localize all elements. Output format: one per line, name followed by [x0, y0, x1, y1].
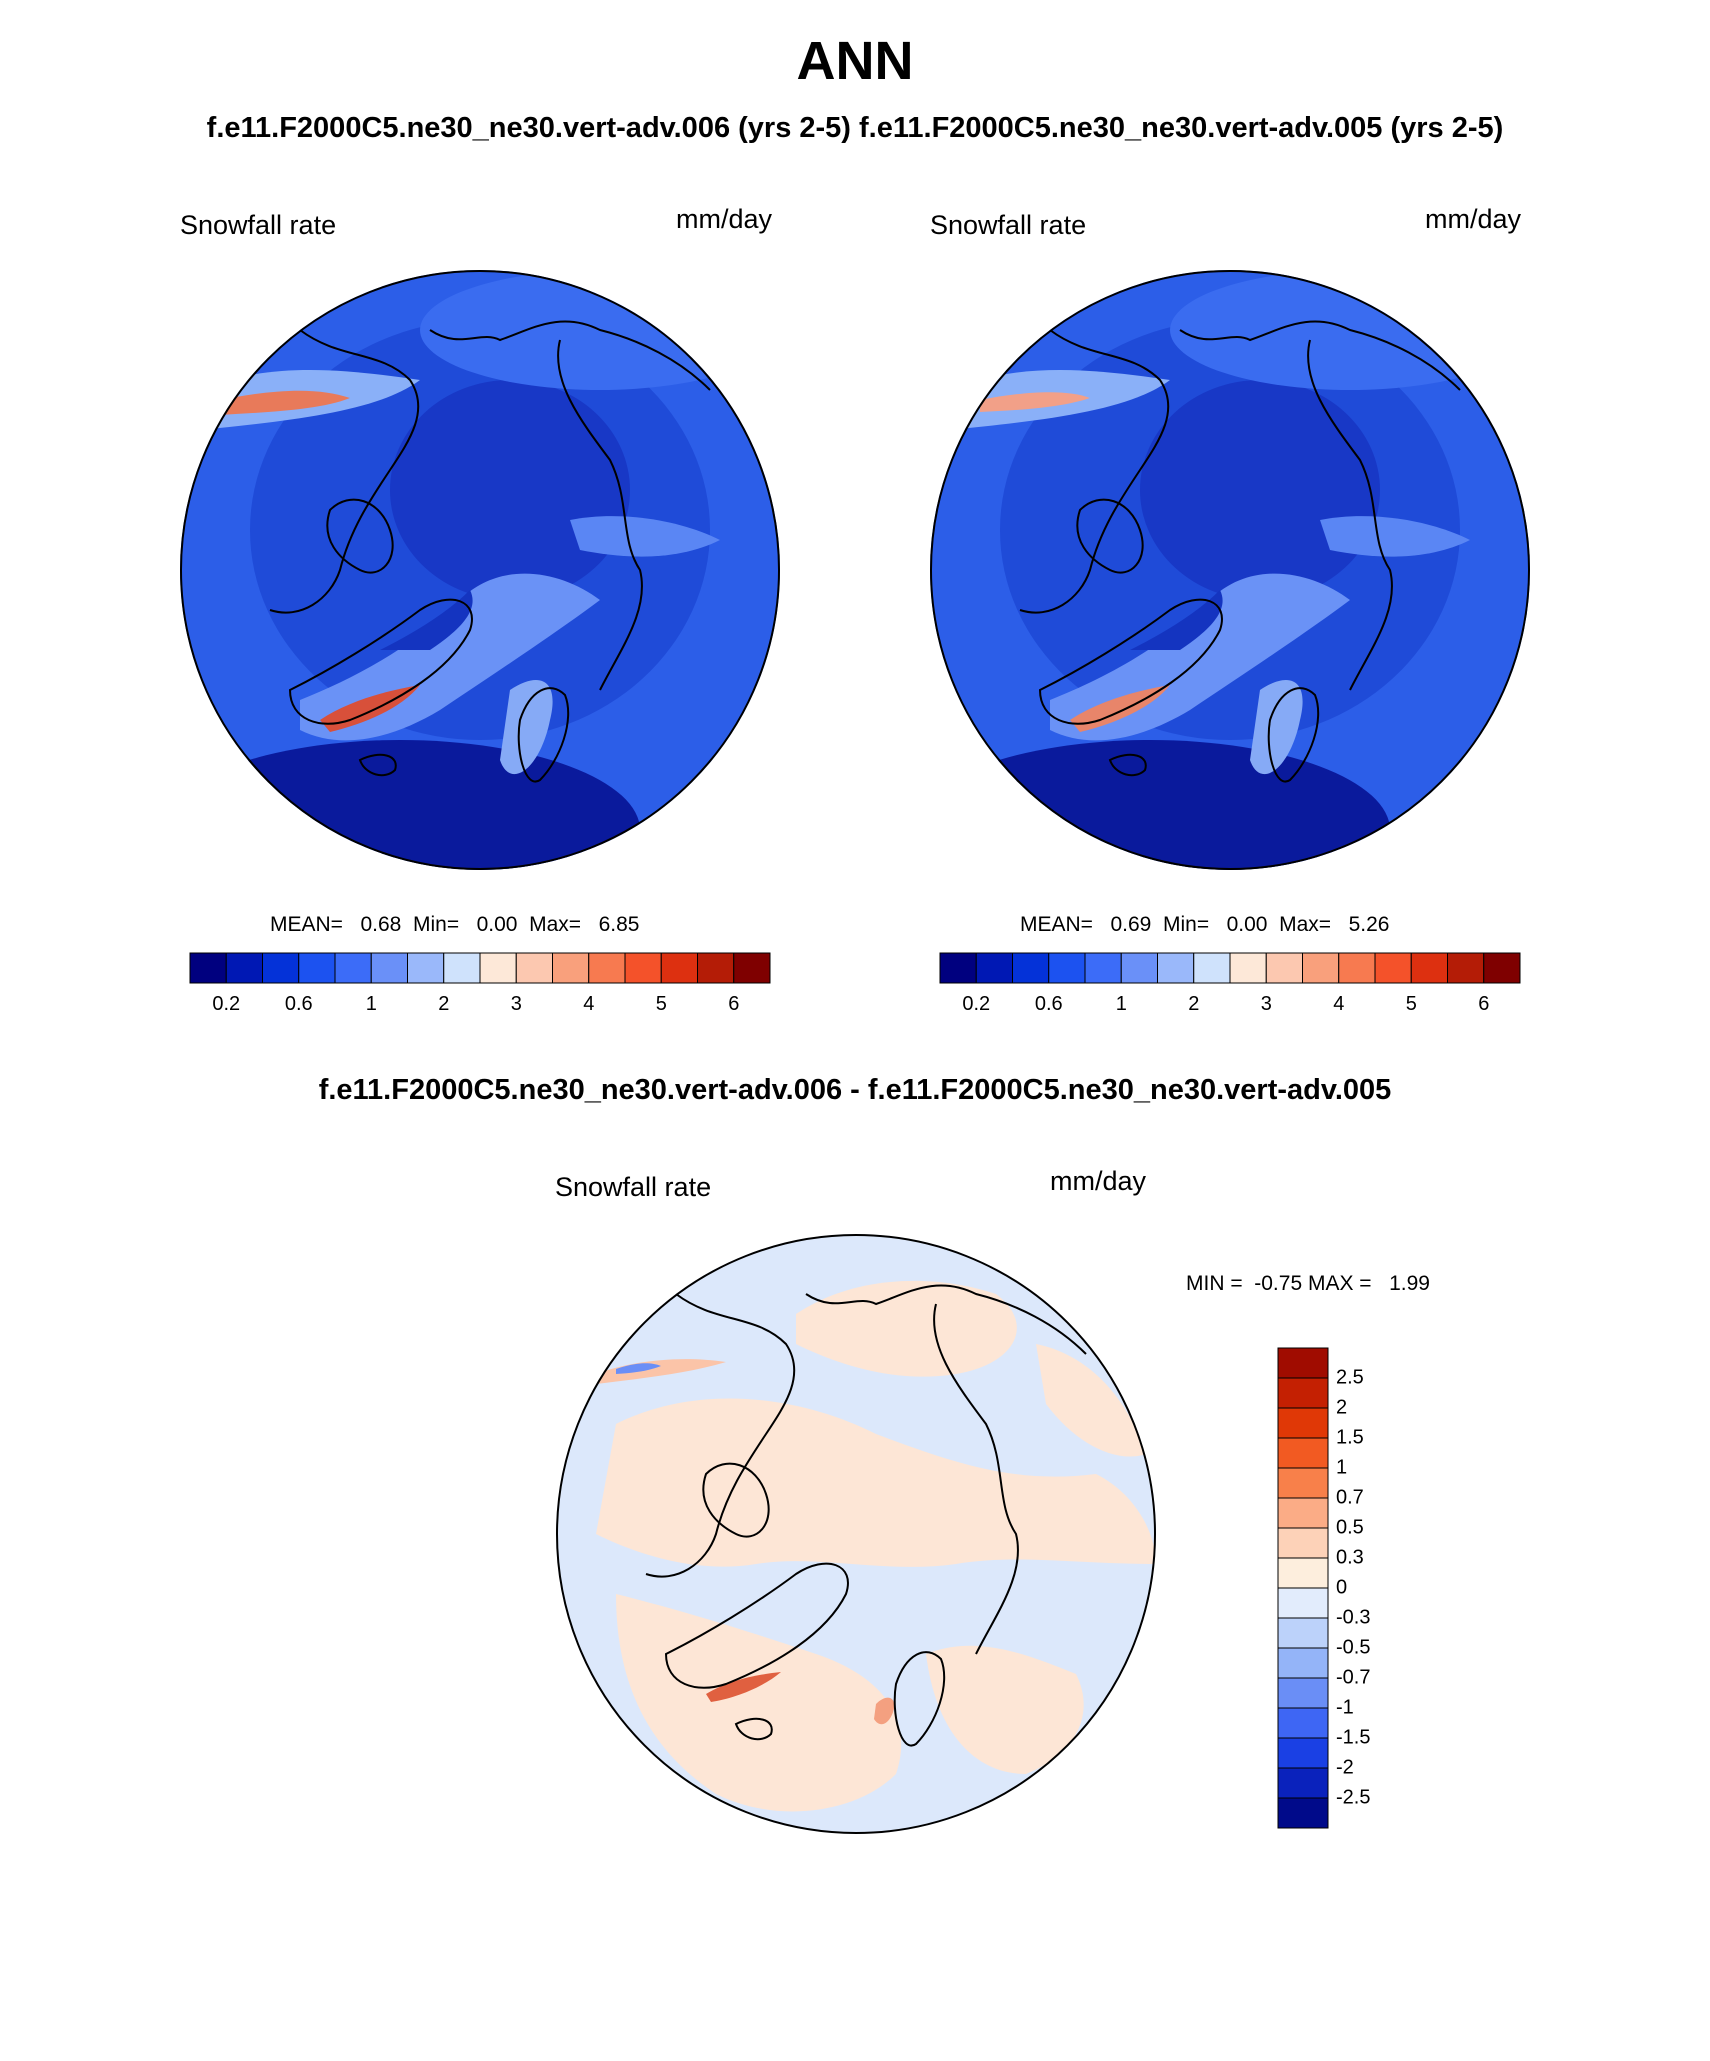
colorbar-tick-label: 1 — [1115, 993, 1127, 1015]
colorbar-swatch — [479, 952, 517, 984]
colorbar-tick-label: 2.5 — [1336, 1366, 1364, 1389]
colorbar-tick-label: 3 — [510, 993, 522, 1015]
panel1-polar-map — [180, 270, 780, 870]
colorbar-swatch — [1229, 952, 1267, 984]
colorbar-tick-label: 0.2 — [962, 993, 991, 1015]
diff-stats: MIN = -0.75 MAX = 1.99 — [1186, 1272, 1430, 1295]
colorbar-swatch — [1374, 952, 1412, 984]
colorbar-swatch — [407, 952, 445, 984]
colorbar-tick-label: 5 — [655, 993, 667, 1015]
colorbar-swatch — [1277, 1527, 1329, 1559]
colorbar-swatch — [939, 952, 977, 984]
colorbar-tick-label: 6 — [1478, 993, 1490, 1015]
colorbar-swatch — [1277, 1767, 1329, 1799]
figure-title: ANN — [796, 31, 914, 91]
colorbar-tick-label: 0.2 — [212, 993, 241, 1015]
colorbar-swatch — [1277, 1617, 1329, 1649]
colorbar-swatch — [1277, 1377, 1329, 1409]
colorbar-swatch — [660, 952, 698, 984]
panel2-stats: MEAN= 0.69 Min= 0.00 Max= 5.26 — [1020, 913, 1390, 936]
colorbar-swatch — [1012, 952, 1050, 984]
colorbar-swatch — [1277, 1497, 1329, 1529]
colorbar-swatch — [1338, 952, 1376, 984]
panel2-units-label: mm/day — [1425, 204, 1522, 234]
colorbar-swatch — [515, 952, 553, 984]
colorbar-tick-label: -0.7 — [1336, 1666, 1371, 1689]
colorbar-tick-label: -0.3 — [1336, 1606, 1371, 1629]
colorbar-tick-label: -2.5 — [1336, 1786, 1371, 1809]
colorbar-swatch — [1084, 952, 1122, 984]
colorbar-swatch — [1277, 1467, 1329, 1499]
colorbar-tick-label: -0.5 — [1336, 1636, 1371, 1659]
difference-title: f.e11.F2000C5.ne30_ne30.vert-adv.006 - f… — [318, 1074, 1392, 1106]
diff-variable-label: Snowfall rate — [555, 1172, 712, 1202]
colorbar-swatch — [1277, 1737, 1329, 1769]
colorbar-tick-label: 5 — [1405, 993, 1417, 1015]
panel1-stats: MEAN= 0.68 Min= 0.00 Max= 6.85 — [270, 913, 640, 936]
colorbar-swatch — [1157, 952, 1195, 984]
colorbar-swatch — [1277, 1347, 1329, 1379]
colorbar-swatch — [1120, 952, 1158, 984]
panel1-units-label: mm/day — [676, 204, 773, 234]
diff-polar-map — [556, 1234, 1156, 1834]
colorbar-tick-label: 0.6 — [284, 993, 313, 1015]
colorbar-tick-label: 0.5 — [1336, 1516, 1364, 1539]
colorbar-swatch — [552, 952, 590, 984]
colorbar-swatch — [334, 952, 372, 984]
panel2-polar-map — [930, 270, 1530, 870]
panel2-variable-label: Snowfall rate — [930, 210, 1087, 240]
colorbar-swatch — [370, 952, 408, 984]
colorbar-tick-label: -2 — [1336, 1756, 1354, 1779]
colorbar-swatch — [1277, 1437, 1329, 1469]
colorbar-swatch — [1277, 1587, 1329, 1619]
colorbar-swatch — [1265, 952, 1303, 984]
colorbar-swatch — [225, 952, 263, 984]
colorbar-tick-label: 0.7 — [1336, 1486, 1364, 1509]
colorbar-tick-label: 1 — [1336, 1456, 1348, 1479]
panel2-colorbar — [939, 952, 1521, 984]
colorbar-tick-label: 4 — [1333, 993, 1345, 1015]
colorbar-swatch — [1302, 952, 1340, 984]
colorbar-tick-label: 3 — [1260, 993, 1272, 1015]
colorbar-swatch — [443, 952, 481, 984]
colorbar-swatch — [189, 952, 227, 984]
colorbar-swatch — [298, 952, 336, 984]
colorbar-tick-label: 4 — [583, 993, 595, 1015]
colorbar-swatch — [1277, 1557, 1329, 1589]
colorbar-swatch — [262, 952, 300, 984]
colorbar-tick-label: 2 — [1188, 993, 1200, 1015]
diff-units-label: mm/day — [1050, 1166, 1147, 1196]
colorbar-swatch — [1048, 952, 1086, 984]
colorbar-swatch — [697, 952, 735, 984]
colorbar-tick-label: 0 — [1336, 1576, 1348, 1599]
colorbar-swatch — [1447, 952, 1485, 984]
colorbar-tick-label: 1 — [365, 993, 377, 1015]
colorbar-swatch — [1277, 1407, 1329, 1439]
colorbar-tick-label: 2 — [1336, 1396, 1348, 1419]
colorbar-swatch — [1277, 1647, 1329, 1679]
colorbar-swatch — [733, 952, 771, 984]
diff-colorbar — [1277, 1347, 1329, 1829]
colorbar-tick-label: -1.5 — [1336, 1726, 1371, 1749]
colorbar-swatch — [1193, 952, 1231, 984]
colorbar-tick-label: 1.5 — [1336, 1426, 1364, 1449]
colorbar-tick-label: 0.6 — [1034, 993, 1063, 1015]
colorbar-tick-label: 2 — [438, 993, 450, 1015]
colorbar-swatch — [975, 952, 1013, 984]
panel1-colorbar — [189, 952, 771, 984]
colorbar-swatch — [1483, 952, 1521, 984]
colorbar-swatch — [588, 952, 626, 984]
colorbar-tick-label: 0.3 — [1336, 1546, 1364, 1569]
colorbar-swatch — [1277, 1797, 1329, 1829]
colorbar-swatch — [1410, 952, 1448, 984]
colorbar-swatch — [1277, 1707, 1329, 1739]
colorbar-swatch — [624, 952, 662, 984]
colorbar-swatch — [1277, 1677, 1329, 1709]
figure-subtitle: f.e11.F2000C5.ne30_ne30.vert-adv.006 (yr… — [206, 112, 1504, 144]
colorbar-tick-label: -1 — [1336, 1696, 1354, 1719]
panel1-variable-label: Snowfall rate — [180, 210, 337, 240]
colorbar-tick-label: 6 — [728, 993, 740, 1015]
